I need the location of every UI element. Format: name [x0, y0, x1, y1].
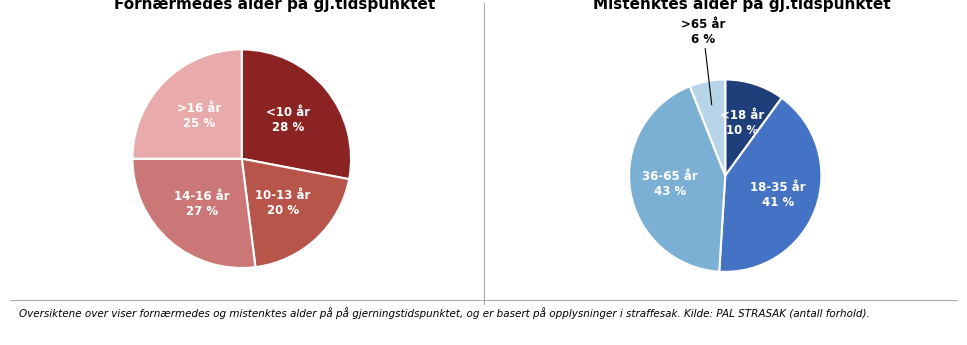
Wedge shape — [630, 86, 725, 272]
Text: <10 år
28 %: <10 år 28 % — [266, 106, 310, 135]
Wedge shape — [242, 159, 349, 267]
Wedge shape — [132, 49, 242, 159]
Wedge shape — [725, 79, 781, 176]
Text: >65 år
6 %: >65 år 6 % — [681, 18, 725, 105]
Text: <18 år
10 %: <18 år 10 % — [720, 109, 765, 137]
Text: Mistenktes alder på gj.tidspunktet: Mistenktes alder på gj.tidspunktet — [593, 0, 891, 12]
Text: >16 år
25 %: >16 år 25 % — [177, 102, 221, 130]
Wedge shape — [689, 79, 725, 176]
Text: 36-65 år
43 %: 36-65 år 43 % — [642, 170, 698, 198]
Text: Oversiktene over viser fornærmedes og mistenktes alder på på gjerningstidspunkte: Oversiktene over viser fornærmedes og mi… — [19, 307, 870, 319]
Wedge shape — [719, 98, 821, 272]
Wedge shape — [242, 49, 351, 179]
Text: 18-35 år
41 %: 18-35 år 41 % — [750, 180, 806, 209]
Text: 10-13 år
20 %: 10-13 år 20 % — [255, 188, 310, 217]
Text: 14-16 år
27 %: 14-16 år 27 % — [174, 190, 230, 218]
Text: Fornærmedes alder på gj.tidspunktet: Fornærmedes alder på gj.tidspunktet — [114, 0, 436, 12]
Wedge shape — [132, 159, 255, 268]
